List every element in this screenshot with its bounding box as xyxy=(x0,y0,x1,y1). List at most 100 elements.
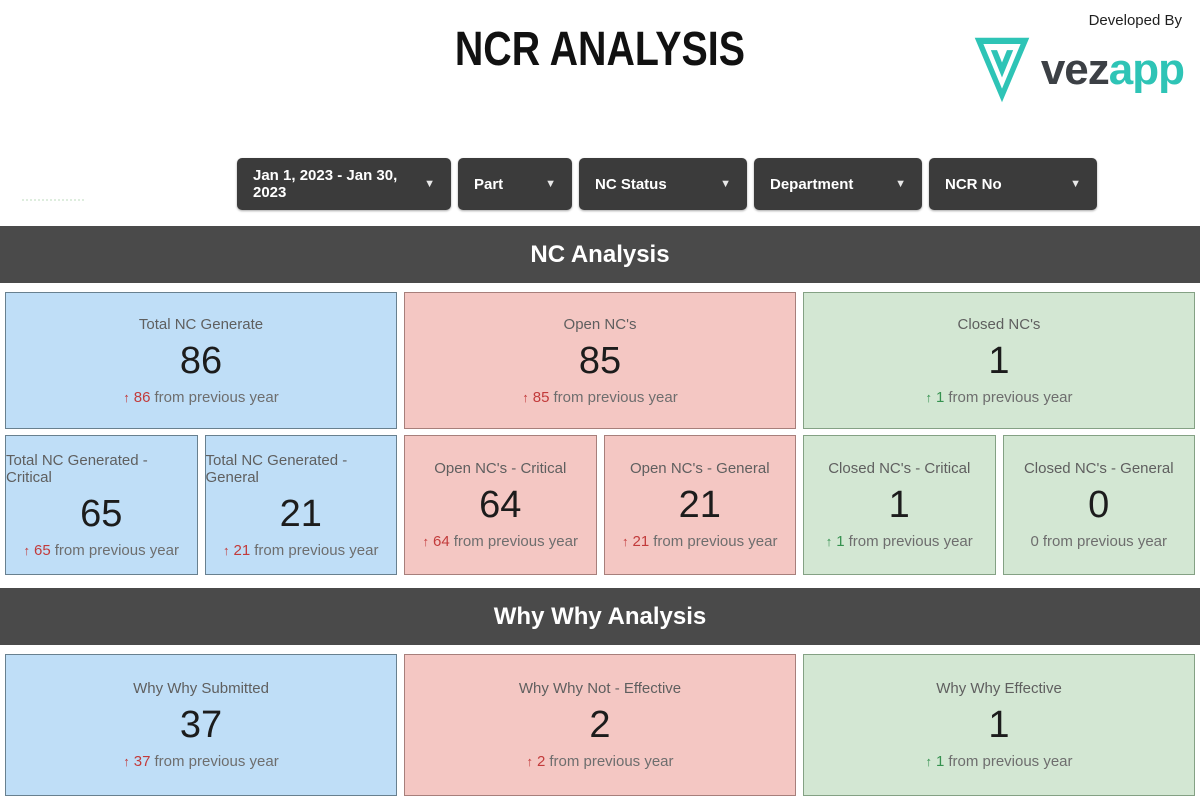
header: NCR ANALYSIS Developed By vezapp xyxy=(0,0,1200,201)
chevron-down-icon: ▼ xyxy=(545,178,556,190)
kpi-delta: ↑ 21 from previous year xyxy=(223,542,378,559)
kpi-label: Total NC Generated - General xyxy=(205,451,348,486)
date-range-filter[interactable]: Jan 1, 2023 - Jan 30, 2023 ▼ xyxy=(237,158,451,210)
kpi-delta: ↑ 65 from previous year xyxy=(24,542,179,559)
section-header-nc-analysis: NC Analysis xyxy=(0,226,1200,283)
kpi-delta-suffix: from previous year xyxy=(154,753,279,770)
kpi-delta-value: 1 xyxy=(935,753,945,770)
brand-block: Developed By vezapp xyxy=(954,12,1185,107)
kpi-label: Total NC Generated - Critical xyxy=(6,451,148,486)
kpi-delta: ↑ 21 from previous year xyxy=(622,533,777,550)
kpi-delta: 0 from previous year xyxy=(1030,533,1167,550)
card-why-why-not-effective: Why Why Not - Effective 2 ↑ 2 from previ… xyxy=(404,654,796,796)
kpi-label: Closed NC's - Critical xyxy=(828,460,971,477)
section-header-why-why-analysis: Why Why Analysis xyxy=(0,588,1200,645)
card-closed-nc-critical: Closed NC's - Critical 1 ↑ 1 from previo… xyxy=(803,435,996,575)
trend-up-icon: ↑ xyxy=(825,534,833,549)
department-filter[interactable]: Department ▼ xyxy=(754,158,922,210)
date-range-value: Jan 1, 2023 - Jan 30, 2023 xyxy=(253,167,398,201)
card-open-ncs: Open NC's 85 ↑ 85 from previous year xyxy=(404,292,796,429)
kpi-delta-value: 0 xyxy=(1030,533,1039,550)
why-why-cards: Why Why Submitted 37 ↑ 37 from previous … xyxy=(0,654,1200,796)
faint-dotted-line xyxy=(22,199,84,201)
card-closed-ncs: Closed NC's 1 ↑ 1 from previous year xyxy=(803,292,1195,429)
kpi-delta-value: 21 xyxy=(632,533,650,550)
chevron-down-icon: ▼ xyxy=(1070,178,1081,190)
part-filter[interactable]: Part ▼ xyxy=(458,158,572,210)
trend-up-icon: ↑ xyxy=(223,542,230,558)
kpi-delta: ↑ 1 from previous year xyxy=(826,533,973,550)
card-total-nc-critical: Total NC Generated - Critical 65 ↑ 65 fr… xyxy=(5,435,198,575)
card-open-nc-general: Open NC's - General 21 ↑ 21 from previou… xyxy=(603,435,796,575)
kpi-delta-suffix: from previous year xyxy=(154,388,279,406)
kpi-delta: ↑ 85 from previous year xyxy=(522,389,677,406)
brand-name: vezapp xyxy=(1040,45,1185,94)
kpi-delta-value: 85 xyxy=(532,388,550,406)
card-total-nc-generate: Total NC Generate 86 ↑ 86 from previous … xyxy=(5,292,397,429)
kpi-delta: ↑ 64 from previous year xyxy=(423,533,578,550)
kpi-label: Open NC's - General xyxy=(629,460,770,477)
kpi-delta-value: 21 xyxy=(233,541,251,559)
kpi-delta-value: 37 xyxy=(133,753,151,770)
developed-by-label: Developed By xyxy=(1088,12,1182,29)
kpi-label: Why Why Submitted xyxy=(133,680,269,697)
kpi-delta-suffix: from previous year xyxy=(453,533,578,550)
kpi-value: 64 xyxy=(479,484,522,526)
kpi-label: Open NC's xyxy=(563,315,637,333)
kpi-label: Closed NC's xyxy=(957,315,1041,333)
page-title: NCR ANALYSIS xyxy=(454,23,746,76)
trend-up-icon: ↑ xyxy=(123,754,130,769)
part-filter-label: Part xyxy=(474,175,504,193)
kpi-delta-suffix: from previous year xyxy=(948,753,1073,770)
kpi-label: Total NC Generate xyxy=(138,315,264,333)
card-closed-nc-general: Closed NC's - General 0 0 from previous … xyxy=(1002,435,1195,575)
kpi-delta-suffix: from previous year xyxy=(848,533,973,550)
department-filter-label: Department xyxy=(770,175,854,193)
kpi-delta-value: 2 xyxy=(536,753,546,770)
trend-up-icon: ↑ xyxy=(522,389,529,405)
kpi-delta-value: 86 xyxy=(133,388,151,406)
kpi-value: 86 xyxy=(179,339,223,382)
trend-up-icon: ↑ xyxy=(925,389,932,405)
kpi-label: Closed NC's - General xyxy=(1023,460,1174,477)
kpi-delta-suffix: from previous year xyxy=(549,753,674,770)
kpi-value: 21 xyxy=(678,484,721,526)
nc-status-filter[interactable]: NC Status ▼ xyxy=(579,158,747,210)
kpi-value: 65 xyxy=(80,492,123,535)
nc-status-filter-label: NC Status xyxy=(595,175,667,193)
trend-up-icon: ↑ xyxy=(23,542,31,558)
trend-up-icon: ↑ xyxy=(925,754,932,769)
kpi-delta-suffix: from previous year xyxy=(948,388,1073,406)
kpi-value: 1 xyxy=(988,704,1010,746)
kpi-delta: ↑ 2 from previous year xyxy=(526,753,673,770)
chevron-down-icon: ▼ xyxy=(424,178,435,190)
filter-bar: Jan 1, 2023 - Jan 30, 2023 ▼ Part ▼ NC S… xyxy=(134,158,1200,210)
kpi-delta-suffix: from previous year xyxy=(653,533,778,550)
chevron-down-icon: ▼ xyxy=(720,178,731,190)
kpi-delta-value: 65 xyxy=(34,541,51,559)
kpi-value: 21 xyxy=(279,492,322,535)
kpi-delta-suffix: from previous year xyxy=(1042,533,1168,550)
nc-sub-cards: Total NC Generated - Critical 65 ↑ 65 fr… xyxy=(0,435,1200,575)
kpi-value: 85 xyxy=(578,339,622,382)
card-why-why-effective: Why Why Effective 1 ↑ 1 from previous ye… xyxy=(803,654,1195,796)
trend-up-icon: ↑ xyxy=(123,389,130,405)
kpi-delta-value: 1 xyxy=(836,533,845,550)
kpi-delta-value: 64 xyxy=(433,533,450,550)
kpi-delta: ↑ 1 from previous year xyxy=(925,753,1072,770)
kpi-delta-suffix: from previous year xyxy=(553,388,678,406)
trend-up-icon: ↑ xyxy=(622,534,629,549)
card-total-nc-general: Total NC Generated - General 21 ↑ 21 fro… xyxy=(204,435,397,575)
kpi-delta-value: 1 xyxy=(935,388,945,406)
kpi-value: 37 xyxy=(179,704,223,746)
kpi-label: Why Why Effective xyxy=(936,680,1062,697)
kpi-delta-suffix: from previous year xyxy=(254,541,379,559)
kpi-delta: ↑ 37 from previous year xyxy=(123,753,278,770)
kpi-delta-suffix: from previous year xyxy=(54,541,179,559)
kpi-value: 2 xyxy=(589,704,611,746)
kpi-value: 1 xyxy=(888,484,910,526)
trend-up-icon: ↑ xyxy=(526,754,533,769)
ncr-no-filter[interactable]: NCR No ▼ xyxy=(929,158,1097,210)
trend-up-icon: ↑ xyxy=(422,534,430,549)
kpi-label: Open NC's - Critical xyxy=(434,460,567,477)
